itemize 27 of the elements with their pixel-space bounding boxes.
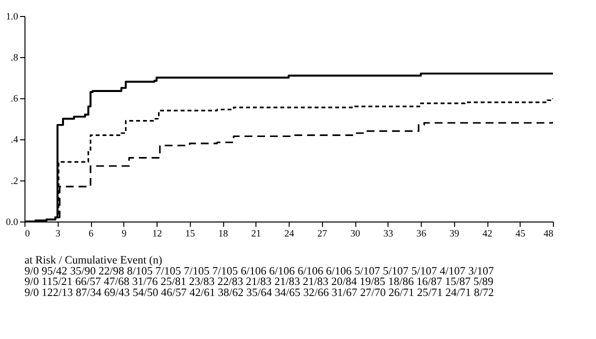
x-tick-label: 6	[88, 228, 94, 240]
y-tick-label: .8	[10, 52, 18, 64]
text: 9/0 115/21 66/57 47/68 31/76 25/81 23/83 22/83 21/83 21/83 21/83 20/84 19/85 18/86 16/87 15/87 5/89	[24, 276, 494, 288]
x-tick-label: 15	[185, 228, 196, 240]
x-tick-label: 33	[383, 228, 394, 240]
x-tick-label: 9	[122, 228, 127, 240]
y-tick-label: .6	[10, 94, 18, 105]
x-tick-label: 45	[516, 228, 526, 240]
text: 9/0 122/13 87/34 69/43 54/50 46/57 42/61 38/62 35/64 34/65 32/66 31/67 27/70 26/71 25/71 24/71 8/72	[24, 286, 494, 299]
y-tick-label: .2	[10, 176, 18, 187]
x-tick-label: 42	[482, 228, 492, 240]
y-tick-label: 0.0	[6, 216, 18, 228]
text: 9/0 95/42 35/90 22/98 8/105 7/105 7/105 7/105 6/106 6/106 6/106 6/106 5/107 5/107 5/107 4/107 3/107	[24, 265, 494, 278]
x-tick-label: 36	[416, 228, 426, 240]
y-tick-label: 1.0	[6, 11, 18, 22]
x-tick-label: 48	[544, 228, 554, 240]
x-tick-label: 18	[218, 228, 228, 240]
x-tick-label: 30	[350, 228, 360, 240]
x-tick-label: 39	[449, 228, 460, 240]
x-tick-label: 24	[284, 228, 294, 240]
x-tick-label: 3	[56, 228, 61, 240]
x-tick-label: 12	[152, 228, 162, 240]
x-tick-label: 21	[251, 228, 262, 240]
text: at Risk / Cumulative Event (n)	[24, 254, 163, 267]
x-tick-label: 27	[317, 228, 328, 240]
x-tick-label: 0	[24, 228, 30, 240]
y-tick-label: .4	[10, 134, 18, 146]
